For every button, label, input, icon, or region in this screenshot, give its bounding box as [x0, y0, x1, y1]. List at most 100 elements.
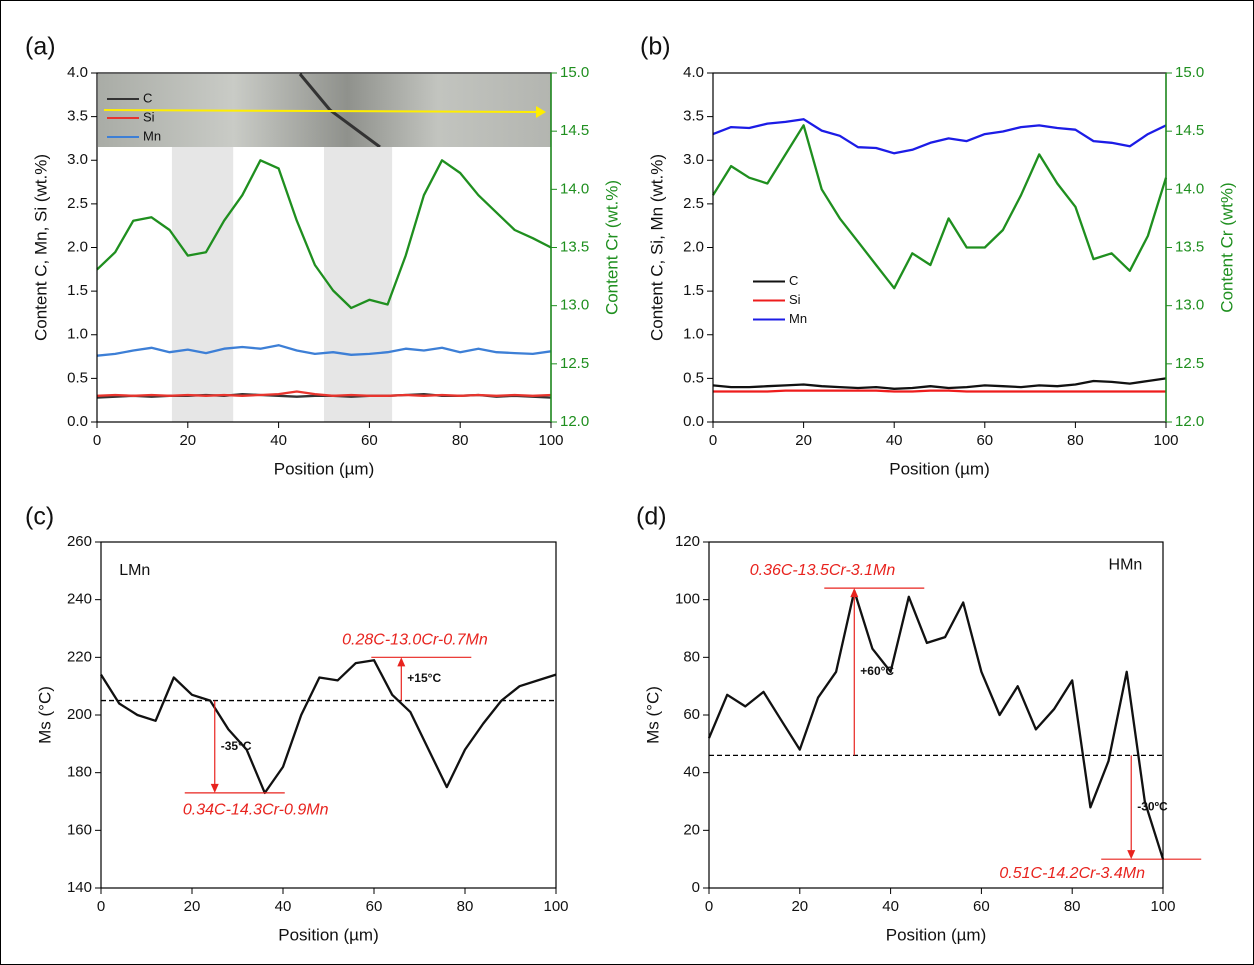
arrow-label: +60°C: [860, 664, 894, 678]
x-tick-label: 20: [179, 432, 196, 449]
y2-tick-label: 13.5: [1175, 238, 1204, 255]
y-tick-label: 3.0: [683, 151, 704, 168]
panel-label: (d): [636, 503, 667, 531]
legend-label: C: [789, 273, 798, 288]
y-tick-label: 240: [67, 591, 92, 608]
y-tick-label: 2.0: [67, 238, 88, 255]
series-line: [96, 159, 552, 310]
series-line: [96, 390, 552, 397]
y-tick-label: 140: [67, 879, 92, 896]
y-axis-label: Content C, Si, Mn (wt.%): [647, 154, 666, 341]
x-tick-label: 40: [882, 898, 899, 915]
x-tick-label: 80: [452, 432, 469, 449]
x-tick-label: 20: [791, 898, 808, 915]
y2-tick-label: 12.5: [560, 355, 589, 372]
panel-label: (a): [25, 33, 56, 61]
y2-tick-label: 13.5: [560, 238, 589, 255]
x-tick-label: 100: [1153, 432, 1178, 449]
y-tick-label: 2.0: [683, 238, 704, 255]
arrow-head: [210, 783, 219, 793]
y-tick-label: 120: [675, 533, 700, 550]
arrow-label: -30ºC: [1137, 799, 1168, 813]
y2-tick-label: 12.0: [1175, 413, 1204, 430]
y-tick-label: 0: [692, 879, 700, 896]
x-tick-label: 40: [270, 432, 287, 449]
legend-label: Si: [143, 109, 155, 124]
y-tick-label: 1.0: [683, 326, 704, 343]
series-line: [712, 118, 1167, 155]
y-axis-label: Ms (°C): [35, 686, 54, 744]
y-axis-label: Content C, Mn, Si (wt.%): [31, 154, 50, 341]
y-tick-label: 200: [67, 706, 92, 723]
x-axis-label: Position (µm): [278, 925, 378, 944]
arrow-head: [397, 657, 406, 667]
y-tick-label: 0.5: [683, 369, 704, 386]
y-tick-label: 0.0: [67, 413, 88, 430]
annotation: 0.36C-13.5Cr-3.1Mn: [750, 562, 896, 579]
highlight-band: [324, 147, 393, 422]
y-tick-label: 4.0: [683, 64, 704, 81]
y-tick-label: 260: [67, 533, 92, 550]
x-tick-label: 60: [976, 432, 993, 449]
x-tick-label: 0: [97, 898, 105, 915]
highlight-band: [171, 147, 234, 422]
x-tick-label: 60: [361, 432, 378, 449]
plot-frame: [100, 541, 557, 889]
x-tick-label: 80: [457, 898, 474, 915]
y-axis-label: Ms (°C): [643, 686, 662, 744]
series-line: [96, 344, 552, 357]
y2-axis-label: Content Cr (wt.%): [602, 180, 621, 315]
x-tick-label: 100: [543, 898, 568, 915]
y-tick-label: 2.5: [683, 195, 704, 212]
y2-tick-label: 15.0: [1175, 64, 1204, 81]
y2-axis-label: Content Cr (wt%): [1217, 182, 1236, 312]
x-tick-label: 20: [795, 432, 812, 449]
y-tick-label: 3.0: [67, 151, 88, 168]
arrow-head: [1127, 850, 1136, 860]
annotation: 0.28C-13.0Cr-0.7Mn: [342, 631, 488, 648]
annotation: 0.34C-14.3Cr-0.9Mn: [183, 801, 329, 818]
x-tick-label: 0: [93, 432, 101, 449]
y-tick-label: 3.5: [683, 108, 704, 125]
y-tick-label: 160: [67, 821, 92, 838]
series-line: [712, 124, 1168, 290]
panel-label: (c): [25, 503, 54, 531]
x-tick-label: 40: [275, 898, 292, 915]
y-tick-label: 180: [67, 764, 92, 781]
series-line: [100, 659, 557, 795]
y2-tick-label: 12.5: [1175, 355, 1204, 372]
annotation: HMn: [1109, 556, 1143, 573]
y2-tick-label: 15.0: [560, 64, 589, 81]
y-tick-label: 20: [683, 821, 700, 838]
y-tick-label: 2.5: [67, 195, 88, 212]
micrograph-inset: [98, 73, 551, 149]
arrow-label: +15°C: [407, 671, 441, 685]
annotation: 0.51C-14.2Cr-3.4Mn: [999, 865, 1145, 882]
legend-label: Si: [789, 292, 801, 307]
x-tick-label: 0: [705, 898, 713, 915]
arrow-head: [850, 588, 859, 598]
y-tick-label: 60: [683, 706, 700, 723]
panel-label: (b): [640, 33, 671, 61]
y-tick-label: 1.5: [67, 282, 88, 299]
x-tick-label: 20: [184, 898, 201, 915]
x-tick-label: 40: [886, 432, 903, 449]
x-tick-label: 0: [709, 432, 717, 449]
y-tick-label: 0.5: [67, 369, 88, 386]
plot-frame: [708, 541, 1164, 889]
y-tick-label: 100: [675, 591, 700, 608]
legend-label: C: [143, 90, 152, 105]
x-tick-label: 60: [366, 898, 383, 915]
x-axis-label: Position (µm): [889, 459, 989, 478]
series-line: [707, 589, 1165, 860]
y-tick-label: 40: [683, 764, 700, 781]
y-tick-label: 3.5: [67, 108, 88, 125]
y-tick-label: 1.0: [67, 326, 88, 343]
annotation: LMn: [119, 562, 150, 579]
y2-tick-label: 14.5: [1175, 122, 1204, 139]
x-tick-label: 60: [973, 898, 990, 915]
x-axis-label: Position (µm): [886, 925, 986, 944]
y2-tick-label: 14.5: [560, 122, 589, 139]
y2-tick-label: 13.0: [1175, 297, 1204, 314]
